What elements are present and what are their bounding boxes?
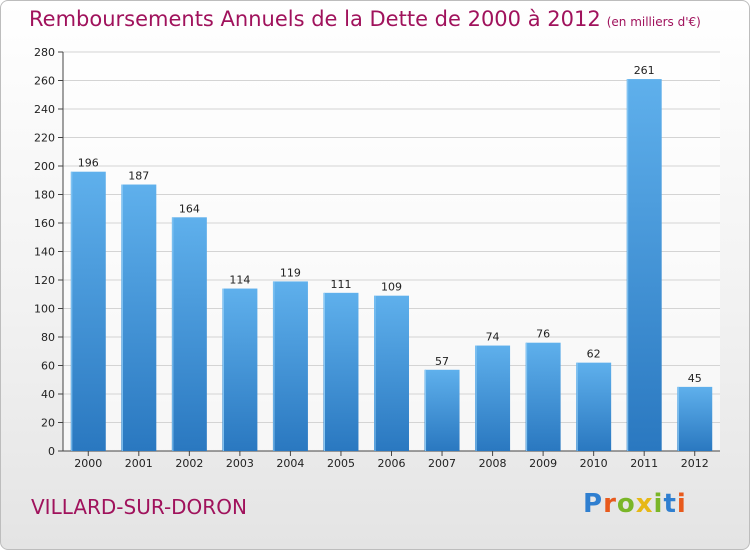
y-tick-label: 80 <box>41 331 55 344</box>
bars <box>70 79 713 451</box>
bar <box>677 386 713 451</box>
bar-value-label: 57 <box>435 355 449 368</box>
axes: 0 20 40 60 80 100 120 140 160 180 200 220 240 260 280 2… <box>34 46 720 470</box>
y-tick-label: 140 <box>34 246 55 259</box>
x-tick-label: 2005 <box>327 457 355 470</box>
title-text: Remboursements Annuels de la Dette de 20… <box>29 7 601 31</box>
city-name: VILLARD-SUR-DORON <box>31 495 247 519</box>
logo-letter: t <box>663 489 677 519</box>
bar <box>424 369 460 451</box>
y-tick-label: 20 <box>41 417 55 430</box>
bar-value-label: 187 <box>128 170 149 183</box>
y-tick-label: 0 <box>48 445 55 458</box>
bar-value-label: 62 <box>587 348 601 361</box>
logo-letter: o <box>616 489 636 519</box>
bar-value-label: 196 <box>78 157 99 170</box>
logo-letter: i <box>676 489 687 519</box>
x-tick-label: 2009 <box>529 457 557 470</box>
x-tick-label: 2008 <box>479 457 507 470</box>
logo-letter: x <box>635 489 654 519</box>
bar <box>576 362 612 451</box>
y-tick-label: 280 <box>34 46 55 59</box>
bar-value-label: 74 <box>486 331 500 344</box>
y-tick-label: 120 <box>34 274 55 287</box>
y-tick-label: 260 <box>34 75 55 88</box>
bar <box>323 292 359 451</box>
bar <box>525 342 561 451</box>
x-tick-label: 2007 <box>428 457 456 470</box>
logo-letter: r <box>603 489 617 519</box>
x-tick-label: 2002 <box>175 457 203 470</box>
bar-value-label: 45 <box>688 372 702 385</box>
bar <box>475 345 511 451</box>
bar <box>121 184 157 451</box>
y-tick-label: 40 <box>41 388 55 401</box>
y-tick-label: 240 <box>34 103 55 116</box>
x-tick-label: 2003 <box>226 457 254 470</box>
chart-subtitle: (en milliers d'€) <box>606 15 701 29</box>
bar <box>272 281 308 451</box>
bar-value-label: 119 <box>280 266 301 279</box>
bar <box>374 295 409 451</box>
chart-title: Remboursements Annuels de la Dette de 20… <box>29 7 701 31</box>
x-tick-label: 2011 <box>630 457 658 470</box>
bar-value-label: 164 <box>179 202 200 215</box>
y-tick-label: 160 <box>34 217 55 230</box>
bar <box>626 79 662 451</box>
logo-letter: i <box>653 489 664 519</box>
x-tick-label: 2012 <box>681 457 709 470</box>
data-labels: 196 187 164 114 119 111 109 57 74 76 62 261 45 <box>78 64 702 385</box>
y-tick-label: 100 <box>34 303 55 316</box>
proxiti-logo: Proxiti <box>583 489 687 519</box>
x-tick-label: 2010 <box>580 457 608 470</box>
bar-value-label: 111 <box>330 278 351 291</box>
logo-letter: P <box>583 489 604 519</box>
y-tick-label: 220 <box>34 132 55 145</box>
bar <box>171 217 207 451</box>
x-tick-label: 2004 <box>276 457 304 470</box>
bar <box>70 171 106 451</box>
bar-value-label: 114 <box>229 274 250 287</box>
bar <box>222 288 258 451</box>
x-tick-label: 2006 <box>378 457 406 470</box>
x-tick-label: 2000 <box>74 457 102 470</box>
bar-value-label: 261 <box>634 64 655 77</box>
x-tick-label: 2001 <box>125 457 153 470</box>
bar-value-label: 109 <box>381 281 402 294</box>
y-tick-label: 180 <box>34 189 55 202</box>
y-tick-label: 200 <box>34 160 55 173</box>
y-tick-label: 60 <box>41 360 55 373</box>
bar-value-label: 76 <box>536 328 550 341</box>
